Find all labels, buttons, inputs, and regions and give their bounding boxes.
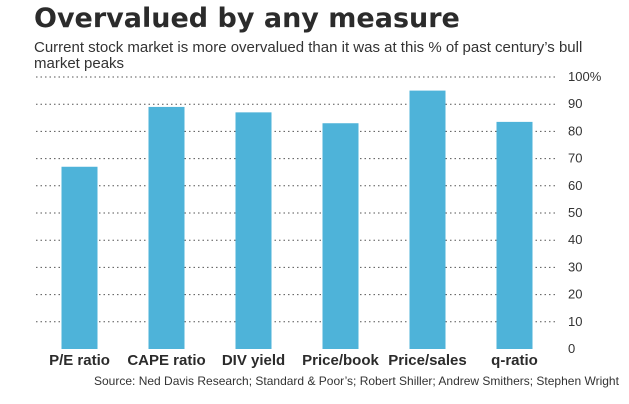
- x-category-label: Price/book: [302, 352, 379, 369]
- y-tick-label: 10: [568, 314, 582, 329]
- x-category-label: P/E ratio: [49, 352, 110, 369]
- x-category-label: CAPE ratio: [127, 352, 205, 369]
- y-tick-label: 80: [568, 123, 582, 138]
- y-tick-label: 70: [568, 151, 582, 166]
- x-category-label: q-ratio: [491, 352, 538, 369]
- bar-price-book: [322, 123, 359, 350]
- bar-p-e-ratio: [61, 166, 98, 349]
- y-tick-label: 100%: [568, 69, 602, 84]
- source-note: Source: Ned Davis Research; Standard & P…: [94, 374, 619, 388]
- y-tick-label: 0: [568, 341, 575, 356]
- x-category-label: DIV yield: [222, 352, 285, 369]
- y-tick-label: 30: [568, 259, 582, 274]
- y-tick-label: 60: [568, 178, 582, 193]
- bar-cape-ratio: [148, 106, 185, 349]
- y-tick-label: 40: [568, 232, 582, 247]
- bar-div-yield: [235, 112, 272, 349]
- y-tick-label: 90: [568, 96, 582, 111]
- chart-title: Overvalued by any measure: [34, 3, 460, 34]
- bar-q-ratio: [496, 121, 533, 349]
- x-category-label: Price/sales: [388, 352, 466, 369]
- chart-subtitle: Current stock market is more overvalued …: [34, 39, 583, 72]
- y-tick-label: 20: [568, 287, 582, 302]
- y-tick-label: 50: [568, 205, 582, 220]
- bar-price-sales: [409, 90, 446, 349]
